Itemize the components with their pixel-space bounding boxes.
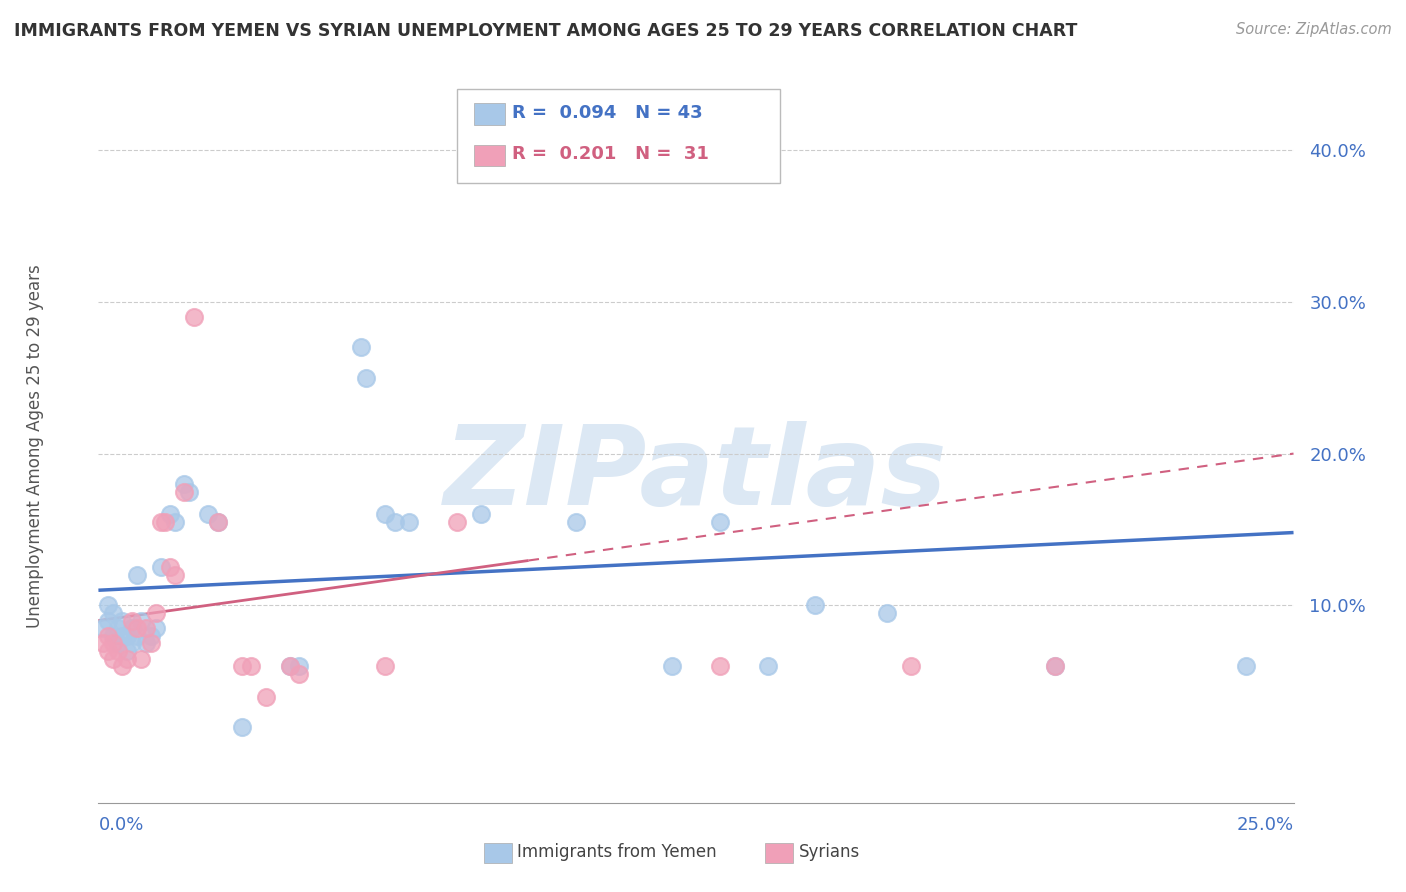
Point xyxy=(139,629,162,643)
Point xyxy=(125,621,148,635)
Point xyxy=(374,659,396,673)
Point xyxy=(131,614,153,628)
Point xyxy=(900,659,922,673)
Point xyxy=(101,629,124,643)
Point xyxy=(111,659,134,673)
Point xyxy=(374,508,396,522)
Point xyxy=(101,606,124,620)
Point xyxy=(565,515,588,529)
Point xyxy=(231,720,253,734)
Point xyxy=(101,651,124,665)
Text: R =  0.094   N = 43: R = 0.094 N = 43 xyxy=(512,104,703,122)
Point xyxy=(159,560,181,574)
Point xyxy=(288,666,311,681)
Point xyxy=(107,621,129,635)
Text: IMMIGRANTS FROM YEMEN VS SYRIAN UNEMPLOYMENT AMONG AGES 25 TO 29 YEARS CORRELATI: IMMIGRANTS FROM YEMEN VS SYRIAN UNEMPLOY… xyxy=(14,22,1077,40)
Point xyxy=(159,508,181,522)
Text: Syrians: Syrians xyxy=(799,843,860,861)
Point xyxy=(398,515,420,529)
Point xyxy=(288,659,311,673)
Point xyxy=(115,651,138,665)
Point xyxy=(115,629,138,643)
Point xyxy=(240,659,263,673)
Point xyxy=(756,659,779,673)
Point xyxy=(1043,659,1066,673)
Point xyxy=(350,340,373,354)
Point xyxy=(197,508,219,522)
Point xyxy=(91,621,114,635)
Point xyxy=(173,477,195,491)
Point xyxy=(1043,659,1066,673)
Point xyxy=(183,310,205,324)
Point xyxy=(145,606,167,620)
Point xyxy=(121,636,143,650)
Point xyxy=(231,659,253,673)
Point xyxy=(1234,659,1257,673)
Point xyxy=(254,690,277,704)
Point xyxy=(804,599,827,613)
Point xyxy=(97,644,120,658)
Point xyxy=(149,560,172,574)
Point xyxy=(446,515,468,529)
Point xyxy=(115,644,138,658)
Point xyxy=(135,636,157,650)
Text: R =  0.201   N =  31: R = 0.201 N = 31 xyxy=(512,145,709,163)
Point xyxy=(97,614,120,628)
Point xyxy=(278,659,301,673)
Point xyxy=(107,644,129,658)
Point xyxy=(111,629,134,643)
Text: Source: ZipAtlas.com: Source: ZipAtlas.com xyxy=(1236,22,1392,37)
Point xyxy=(97,599,120,613)
Point xyxy=(139,636,162,650)
Point xyxy=(207,515,229,529)
Point xyxy=(121,621,143,635)
Point xyxy=(709,659,731,673)
Point xyxy=(179,484,201,499)
Point xyxy=(149,515,172,529)
Point xyxy=(97,629,120,643)
Point xyxy=(876,606,898,620)
Point xyxy=(131,651,153,665)
Point xyxy=(163,515,186,529)
Point xyxy=(278,659,301,673)
Point xyxy=(207,515,229,529)
Point xyxy=(125,629,148,643)
Text: 0.0%: 0.0% xyxy=(98,816,143,834)
Point xyxy=(354,370,377,384)
Point xyxy=(384,515,406,529)
Point xyxy=(135,621,157,635)
Text: 25.0%: 25.0% xyxy=(1236,816,1294,834)
Point xyxy=(125,568,148,582)
Point xyxy=(101,636,124,650)
Text: Immigrants from Yemen: Immigrants from Yemen xyxy=(517,843,717,861)
Point xyxy=(121,614,143,628)
Point xyxy=(155,515,177,529)
Point xyxy=(111,614,134,628)
Point xyxy=(661,659,683,673)
Text: Unemployment Among Ages 25 to 29 years: Unemployment Among Ages 25 to 29 years xyxy=(27,264,44,628)
Point xyxy=(107,636,129,650)
Point xyxy=(145,621,167,635)
Point xyxy=(91,636,114,650)
Point xyxy=(709,515,731,529)
Point xyxy=(470,508,492,522)
Point xyxy=(173,484,195,499)
Point xyxy=(163,568,186,582)
Text: ZIPatlas: ZIPatlas xyxy=(444,421,948,528)
